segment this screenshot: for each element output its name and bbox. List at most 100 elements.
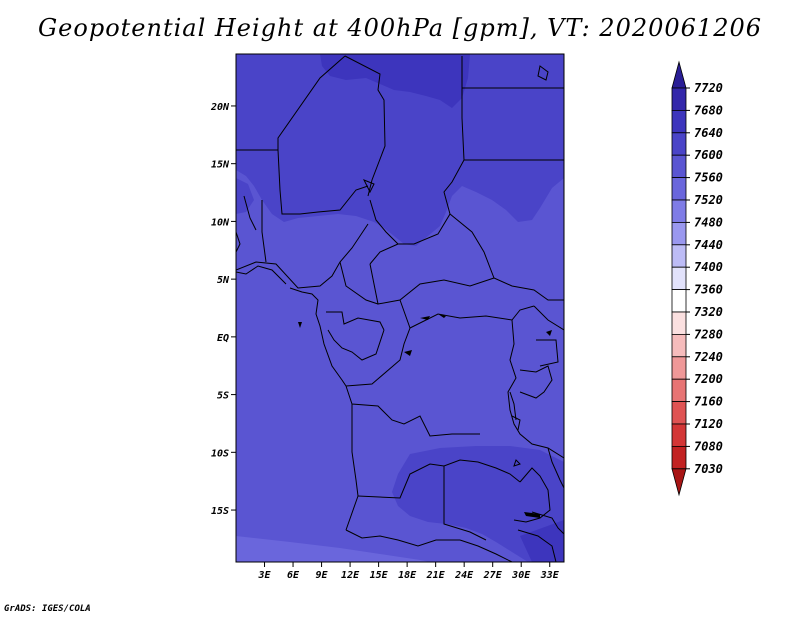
boundary-line bbox=[345, 404, 359, 531]
x-tick-label: 3E bbox=[257, 570, 271, 581]
colorbar-swatch bbox=[671, 266, 687, 291]
boundary-line bbox=[345, 529, 460, 547]
coastline bbox=[289, 287, 347, 387]
colorbar-label: 7400 bbox=[694, 260, 723, 274]
colorbar-swatch bbox=[671, 154, 687, 178]
boundary-line bbox=[236, 223, 369, 289]
y-tick-label: 10N bbox=[211, 217, 230, 228]
y-tick-label: 15N bbox=[211, 160, 230, 171]
x-tick-label: 6E bbox=[287, 570, 300, 581]
colorbar-swatch bbox=[671, 87, 687, 111]
boundary-line bbox=[547, 447, 564, 489]
map-frame bbox=[235, 53, 565, 563]
colorbar-label: 7440 bbox=[694, 238, 723, 252]
contour-fill-7640-north bbox=[320, 54, 470, 108]
boundary-line bbox=[236, 55, 346, 151]
colorbar-swatch bbox=[671, 423, 687, 447]
boundary-line bbox=[509, 391, 517, 421]
boundary-line bbox=[357, 459, 521, 499]
lake-shape bbox=[298, 322, 302, 328]
y-tick-label: EQ bbox=[217, 333, 229, 344]
colorbar-label: 7360 bbox=[694, 283, 723, 297]
colorbar-label: 7030 bbox=[694, 462, 723, 476]
boundary-line bbox=[531, 511, 564, 535]
boundary-line bbox=[459, 539, 513, 562]
colorbar-swatch bbox=[671, 401, 687, 425]
lake-outline bbox=[513, 459, 521, 467]
boundary-line bbox=[339, 261, 379, 305]
boundary-line bbox=[277, 149, 369, 215]
colorbar-label: 7160 bbox=[694, 395, 723, 409]
contour-fill-7520-south bbox=[236, 536, 430, 562]
contour-fill-7600-west bbox=[236, 178, 254, 214]
colorbar-label: 7280 bbox=[694, 327, 723, 341]
boundary-line bbox=[327, 329, 385, 361]
colorbar-label: 7720 bbox=[694, 81, 723, 95]
x-tick-label: 30E bbox=[511, 570, 531, 581]
colorbar-swatch bbox=[671, 311, 687, 335]
lake-shape bbox=[404, 350, 412, 356]
lake-shape bbox=[524, 512, 540, 518]
colorbar-label: 7240 bbox=[694, 350, 723, 364]
boundary-line bbox=[511, 415, 521, 431]
boundary-line bbox=[519, 365, 553, 399]
x-tick-label: 27E bbox=[483, 570, 503, 581]
contour-fill-7600-north bbox=[236, 54, 564, 246]
colorbar-label: 7120 bbox=[694, 417, 723, 431]
colorbar-swatch bbox=[671, 244, 687, 268]
x-tick-label: 21E bbox=[426, 570, 446, 581]
y-tick-label: 10S bbox=[211, 448, 229, 459]
colorbar-swatch bbox=[671, 289, 687, 313]
colorbar-swatch bbox=[671, 177, 687, 201]
colorbar-swatch bbox=[671, 199, 687, 223]
lakes bbox=[298, 314, 552, 518]
colorbar-swatch bbox=[671, 445, 687, 470]
colorbar-top-arrow bbox=[671, 60, 687, 89]
y-tick-label: 5S bbox=[217, 391, 229, 402]
coastline bbox=[236, 231, 241, 253]
colorbar-swatch bbox=[671, 356, 687, 380]
boundary-line bbox=[344, 55, 386, 197]
colorbar-label: 7520 bbox=[694, 193, 723, 207]
boundary-line bbox=[345, 299, 411, 387]
colorbar-bottom-arrow bbox=[671, 468, 687, 497]
lake-shape bbox=[438, 314, 446, 318]
y-tick-label: 5N bbox=[217, 275, 230, 286]
x-tick-label: 18E bbox=[398, 570, 417, 581]
colorbar-label: 7200 bbox=[694, 372, 723, 386]
boundary-line bbox=[369, 243, 399, 265]
x-axis: 3E 6E 9E 12E 15E 18E 21E 24E 27E 30E 33E bbox=[257, 562, 560, 581]
boundary-line bbox=[513, 467, 551, 523]
map-fill bbox=[236, 54, 564, 562]
colorbar-label: 7680 bbox=[694, 103, 723, 117]
colorbar-swatch bbox=[671, 378, 687, 403]
lake-shape bbox=[546, 330, 552, 336]
x-tick-label: 24E bbox=[454, 570, 474, 581]
lake-outline bbox=[362, 179, 375, 194]
colorbar-swatch bbox=[671, 110, 687, 134]
chart-title: Geopotential Height at 400hPa [gpm], VT:… bbox=[38, 14, 762, 42]
boundary-line bbox=[261, 200, 267, 263]
y-tick-label: 20N bbox=[210, 102, 230, 113]
y-tick-label: 15S bbox=[211, 506, 229, 517]
boundary-line bbox=[517, 529, 557, 562]
credit-label: GrADS: IGES/COLA bbox=[4, 604, 91, 614]
colorbar-swatch bbox=[671, 221, 687, 246]
contour-fill-7600-south bbox=[392, 446, 564, 562]
boundary-line bbox=[243, 195, 257, 231]
colorbar-label: 7080 bbox=[694, 439, 723, 453]
boundary-line bbox=[369, 56, 465, 245]
lake-outline bbox=[537, 65, 549, 81]
boundary-line bbox=[536, 339, 559, 367]
boundary-line bbox=[449, 213, 564, 301]
colorbar-label: 7320 bbox=[694, 305, 723, 319]
boundary-line bbox=[533, 305, 564, 331]
boundaries bbox=[236, 55, 564, 562]
x-tick-label: 12E bbox=[341, 570, 360, 581]
lake-shape bbox=[420, 316, 430, 320]
colorbar-swatch bbox=[671, 333, 687, 358]
boundary-line bbox=[326, 311, 385, 331]
colorbar-label: 7640 bbox=[694, 126, 723, 140]
colorbar-swatch bbox=[671, 132, 687, 156]
